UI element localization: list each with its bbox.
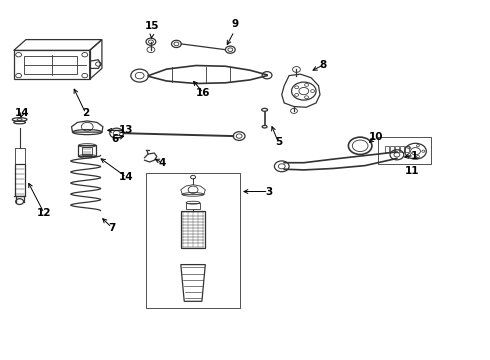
Text: 13: 13 [119,125,134,135]
Text: 4: 4 [159,158,167,168]
Text: 12: 12 [37,208,51,218]
Text: 1: 1 [411,150,417,161]
Bar [186,203,200,209]
Text: 9: 9 [232,19,239,29]
Text: 2: 2 [82,108,89,118]
Bar [15,164,24,196]
Text: 3: 3 [265,186,272,197]
Text: 8: 8 [320,60,327,70]
Text: 14: 14 [15,108,29,118]
Text: 7: 7 [108,222,116,233]
Bar [82,147,92,155]
Bar [14,50,90,79]
Bar [378,137,431,164]
Bar [385,146,389,152]
Bar [400,146,404,152]
Text: 10: 10 [369,132,384,142]
Bar [181,211,205,248]
Text: 15: 15 [145,21,159,31]
Bar [24,56,77,74]
Text: 5: 5 [275,137,282,147]
Bar [390,146,394,152]
Text: 14: 14 [119,172,134,182]
Bar [146,173,240,308]
Text: 16: 16 [196,88,211,98]
Text: 6: 6 [112,134,119,144]
Bar [78,145,96,156]
Bar [405,146,409,152]
Bar [15,148,24,164]
Bar [395,146,399,152]
Text: 11: 11 [404,166,419,176]
